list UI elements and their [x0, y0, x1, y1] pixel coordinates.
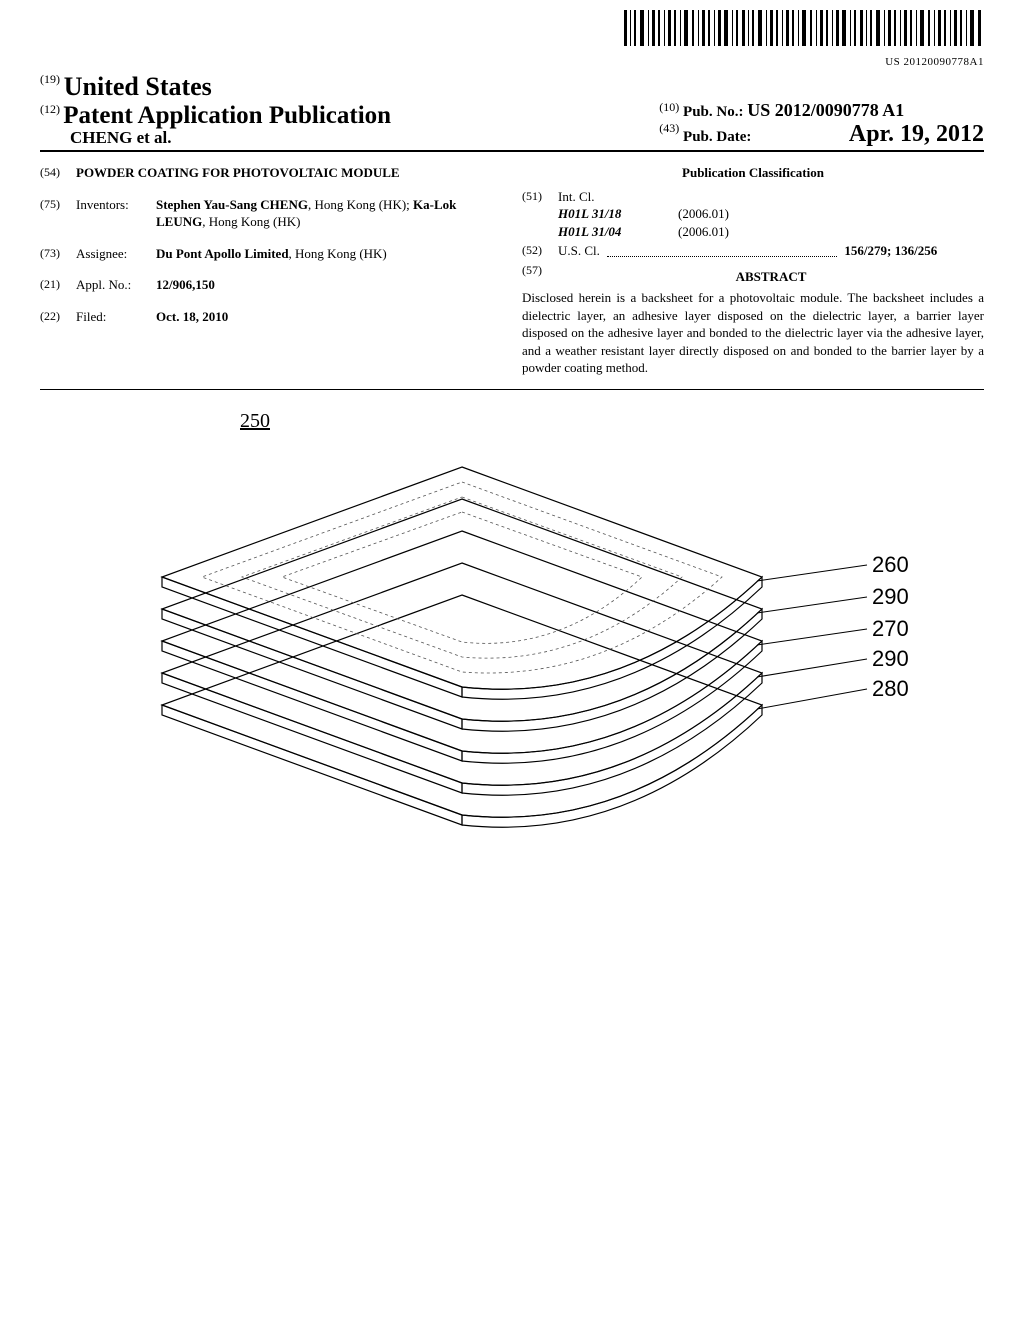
intcl-code: (51) [522, 188, 558, 241]
pub-type: Patent Application Publication [63, 102, 391, 129]
pub-type-line: (12) Patent Application Publication [40, 102, 391, 130]
pubdate-value: Apr. 19, 2012 [849, 121, 984, 147]
pub-code: (12) [40, 102, 60, 116]
inventors-code: (75) [40, 196, 76, 231]
biblio-right: Publication Classification (51) Int. Cl.… [522, 164, 984, 377]
assignee-code: (73) [40, 245, 76, 263]
title-code: (54) [40, 164, 76, 182]
assignee-field: (73) Assignee: Du Pont Apollo Limited, H… [40, 245, 502, 263]
svg-text:290: 290 [872, 646, 909, 671]
uscl-field: (52) U.S. Cl. 156/279; 136/256 [522, 242, 984, 260]
barcode-area: US 20120090778A1 [40, 10, 984, 68]
country-code: (19) [40, 72, 60, 86]
uscl-label: U.S. Cl. [558, 243, 600, 258]
svg-text:280: 280 [872, 676, 909, 701]
pubno-line: (10) Pub. No.: US 2012/0090778 A1 [659, 100, 984, 121]
assignee-label: Assignee: [76, 245, 156, 263]
filed-code: (22) [40, 308, 76, 326]
pubclass-title: Publication Classification [522, 164, 984, 182]
uscl-dots [607, 248, 837, 257]
figure-area: 260 290 270 290 280 [40, 457, 984, 961]
inventors-label: Inventors: [76, 196, 156, 231]
applno-code: (21) [40, 276, 76, 294]
header-row: (19) United States (12) Patent Applicati… [40, 72, 984, 152]
title-field: (54) POWDER COATING FOR PHOTOVOLTAIC MOD… [40, 164, 502, 182]
figure-ref-wrap: 250 [40, 410, 984, 437]
barcode-number: US 20120090778A1 [40, 56, 984, 68]
applno-label: Appl. No.: [76, 276, 156, 294]
figure-ref: 250 [240, 410, 270, 433]
header-right: (10) Pub. No.: US 2012/0090778 A1 (43) P… [659, 100, 984, 148]
biblio-section: (54) POWDER COATING FOR PHOTOVOLTAIC MOD… [40, 164, 984, 390]
inventors-value: Stephen Yau-Sang CHENG, Hong Kong (HK); … [156, 196, 502, 231]
abstract-title: ABSTRACT [558, 268, 984, 286]
uscl-code: (52) [522, 242, 558, 260]
pubno-code: (10) [659, 100, 679, 114]
pubdate-line: (43) Pub. Date: Apr. 19, 2012 [659, 121, 984, 148]
pubno-label: Pub. No.: [683, 104, 743, 120]
intcl-field: (51) Int. Cl. H01L 31/18(2006.01)H01L 31… [522, 188, 984, 241]
intcl-rows: H01L 31/18(2006.01)H01L 31/04(2006.01) [558, 205, 984, 240]
applno-field: (21) Appl. No.: 12/906,150 [40, 276, 502, 294]
pubdate-label: Pub. Date: [683, 129, 751, 145]
intcl-row: H01L 31/04(2006.01) [558, 223, 984, 241]
header-left: (19) United States (12) Patent Applicati… [40, 72, 391, 148]
biblio-left: (54) POWDER COATING FOR PHOTOVOLTAIC MOD… [40, 164, 502, 377]
figure-svg: 260 290 270 290 280 [82, 457, 942, 957]
svg-text:260: 260 [872, 552, 909, 577]
svg-text:290: 290 [872, 584, 909, 609]
authors-line: CHENG et al. [40, 128, 391, 148]
abstract-field: (57) ABSTRACT [522, 262, 984, 290]
country-name: United States [64, 72, 212, 101]
pubdate-code: (43) [659, 121, 679, 135]
abstract-text: Disclosed herein is a backsheet for a ph… [522, 289, 984, 377]
intcl-row: H01L 31/18(2006.01) [558, 205, 984, 223]
intcl-label: Int. Cl. [558, 188, 638, 206]
filed-label: Filed: [76, 308, 156, 326]
barcode-svg [624, 10, 984, 52]
assignee-value: Du Pont Apollo Limited, Hong Kong (HK) [156, 245, 502, 263]
title-value: POWDER COATING FOR PHOTOVOLTAIC MODULE [76, 164, 502, 182]
filed-field: (22) Filed: Oct. 18, 2010 [40, 308, 502, 326]
uscl-value: 156/279; 136/256 [844, 243, 937, 258]
country-line: (19) United States [40, 72, 391, 102]
inventors-field: (75) Inventors: Stephen Yau-Sang CHENG, … [40, 196, 502, 231]
svg-text:270: 270 [872, 616, 909, 641]
abstract-code: (57) [522, 262, 558, 290]
applno-value: 12/906,150 [156, 276, 502, 294]
filed-value: Oct. 18, 2010 [156, 308, 502, 326]
pubno-value: US 2012/0090778 A1 [747, 100, 904, 120]
